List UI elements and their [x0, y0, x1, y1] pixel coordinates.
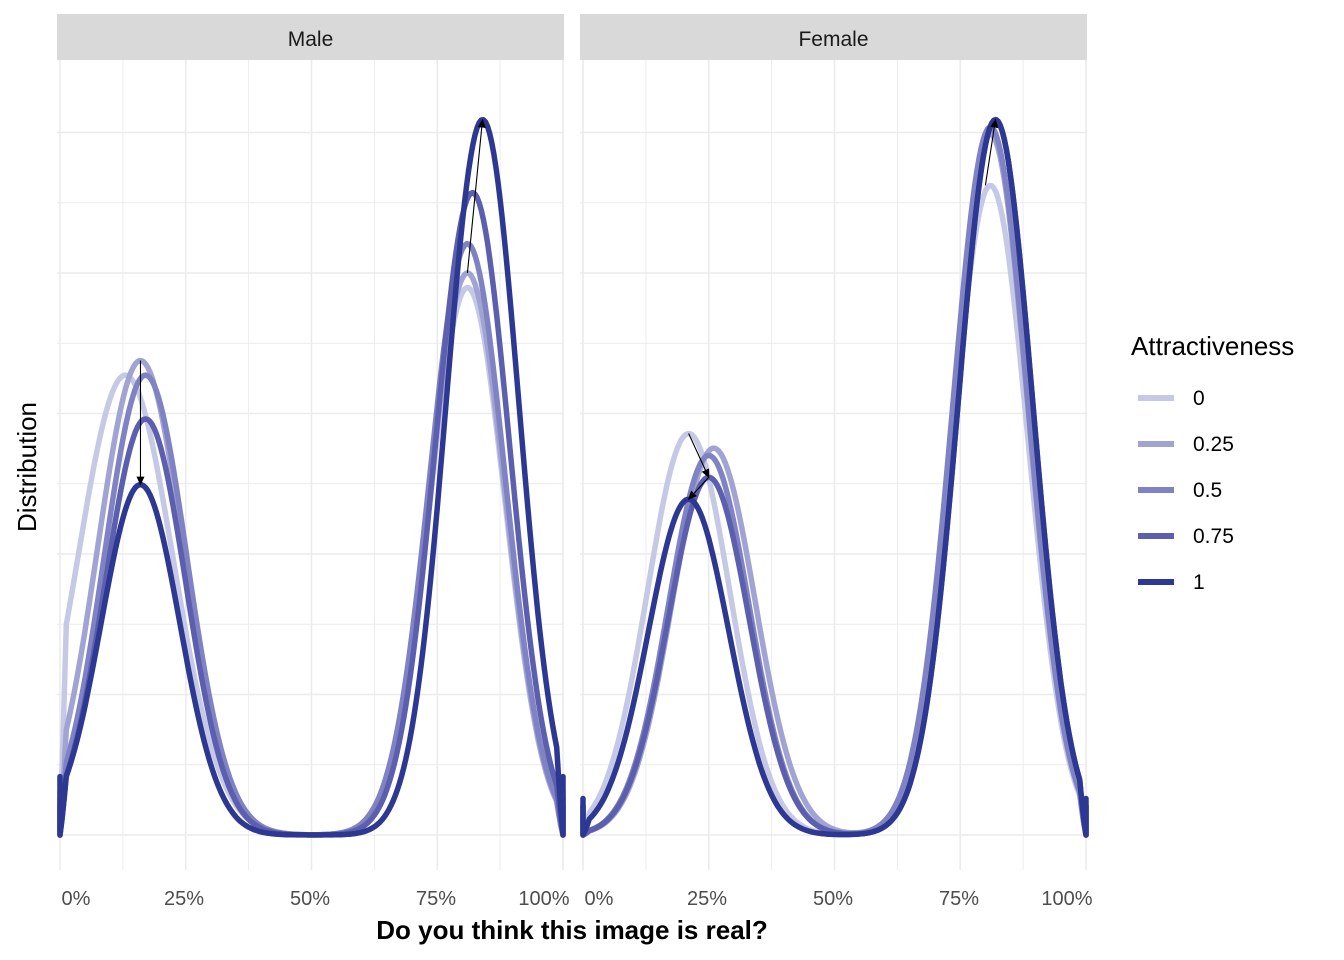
grid-female	[580, 60, 1087, 870]
legend: Attractiveness 0 0.25 0.5 0.75 1	[1131, 331, 1294, 594]
x-ticks-female: 0% 25% 50% 75% 100%	[585, 888, 1093, 910]
strip-background	[580, 14, 1087, 60]
grid-male	[57, 60, 564, 870]
legend-label-0.5: 0.5	[1193, 479, 1222, 502]
strip-label-female: Female	[798, 28, 868, 51]
x-tick-label: 50%	[813, 888, 853, 910]
legend-label-0: 0	[1193, 387, 1205, 410]
density-line-1	[580, 116, 1089, 838]
y-axis-title: Distribution	[12, 402, 42, 532]
x-tick-label: 75%	[416, 888, 456, 910]
legend-label-0.75: 0.75	[1193, 525, 1234, 548]
x-axis-title: Do you think this image is real?	[376, 915, 768, 945]
x-tick-label: 75%	[939, 888, 979, 910]
x-tick-label: 100%	[518, 888, 569, 910]
arrows-female	[687, 118, 999, 500]
panel-female: Female 0% 25% 50% 75% 100%	[580, 14, 1093, 910]
strip-background	[57, 14, 564, 60]
legend-label-0.25: 0.25	[1193, 433, 1234, 456]
panel-male: Male 0% 25% 50% 75% 100%	[57, 14, 570, 910]
trend-arrow	[984, 118, 999, 186]
x-tick-label: 25%	[687, 888, 727, 910]
trend-arrow	[687, 476, 710, 500]
x-tick-label: 50%	[290, 888, 330, 910]
x-ticks-male: 0% 25% 50% 75% 100%	[62, 888, 570, 910]
x-tick-label: 0%	[62, 888, 91, 910]
x-tick-label: 100%	[1041, 888, 1092, 910]
x-tick-label: 25%	[164, 888, 204, 910]
trend-arrow	[466, 118, 486, 273]
legend-label-1: 1	[1193, 571, 1205, 594]
legend-title: Attractiveness	[1131, 331, 1294, 361]
series-female	[580, 116, 1089, 838]
strip-label-male: Male	[288, 28, 334, 51]
x-tick-label: 0%	[585, 888, 614, 910]
trend-arrow	[688, 433, 710, 479]
arrows-male	[136, 118, 486, 486]
